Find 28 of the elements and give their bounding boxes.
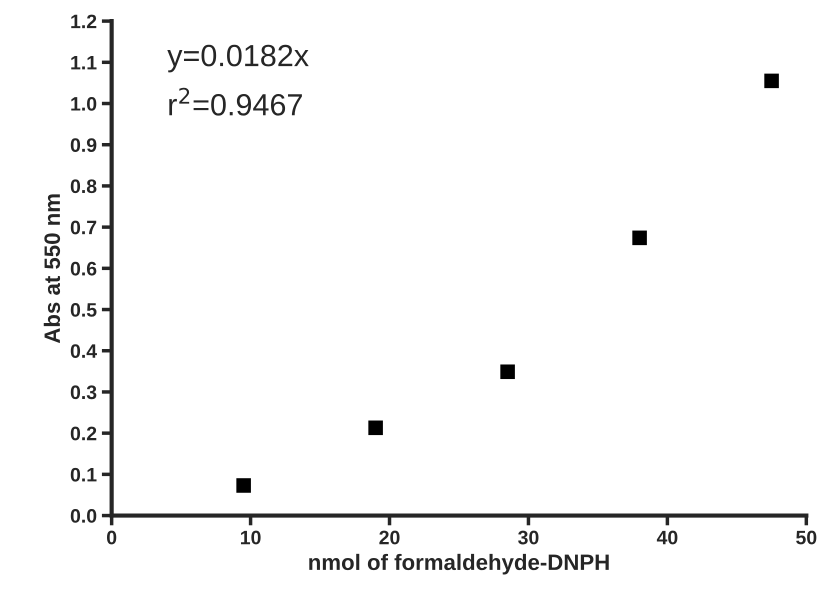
point <box>368 420 383 436</box>
annotation: y=0.0182x <box>167 44 309 72</box>
annotation: r$^{2}$=0.9467 <box>169 88 302 116</box>
x-tick-label: 50 <box>796 530 816 544</box>
x-tick-label: 30 <box>518 530 538 544</box>
y-tick-label: 0.7 <box>70 220 96 234</box>
point <box>236 478 251 493</box>
x-tick-label: 40 <box>656 530 678 544</box>
y-tick-label: 0.1 <box>70 468 97 482</box>
x-tick-label: 10 <box>240 530 261 544</box>
y-tick-label: 0.3 <box>70 385 96 400</box>
x-tick-label: 0 <box>107 530 116 544</box>
y-tick-label: 1.2 <box>71 14 96 28</box>
y-tick-label: 0.5 <box>70 303 97 317</box>
point <box>632 230 647 246</box>
point <box>764 74 779 88</box>
x-axis-title: nmol of formaldehyde-DNPH <box>309 554 609 575</box>
y-tick-label: 1.1 <box>71 56 97 70</box>
point <box>500 364 515 380</box>
y-tick-label: 0.6 <box>70 262 96 276</box>
y-tick-label: 0.8 <box>70 179 96 194</box>
y-tick-label: 0.2 <box>70 426 96 440</box>
y-tick-label: 0.9 <box>70 138 96 152</box>
y-tick-label: 0.0 <box>70 509 96 523</box>
x-tick-label: 20 <box>379 530 400 544</box>
y-tick-label: 1.0 <box>71 96 96 111</box>
y-tick-label: 0.4 <box>70 344 97 358</box>
y-axis-title: Abs at 550 nm <box>44 194 60 344</box>
